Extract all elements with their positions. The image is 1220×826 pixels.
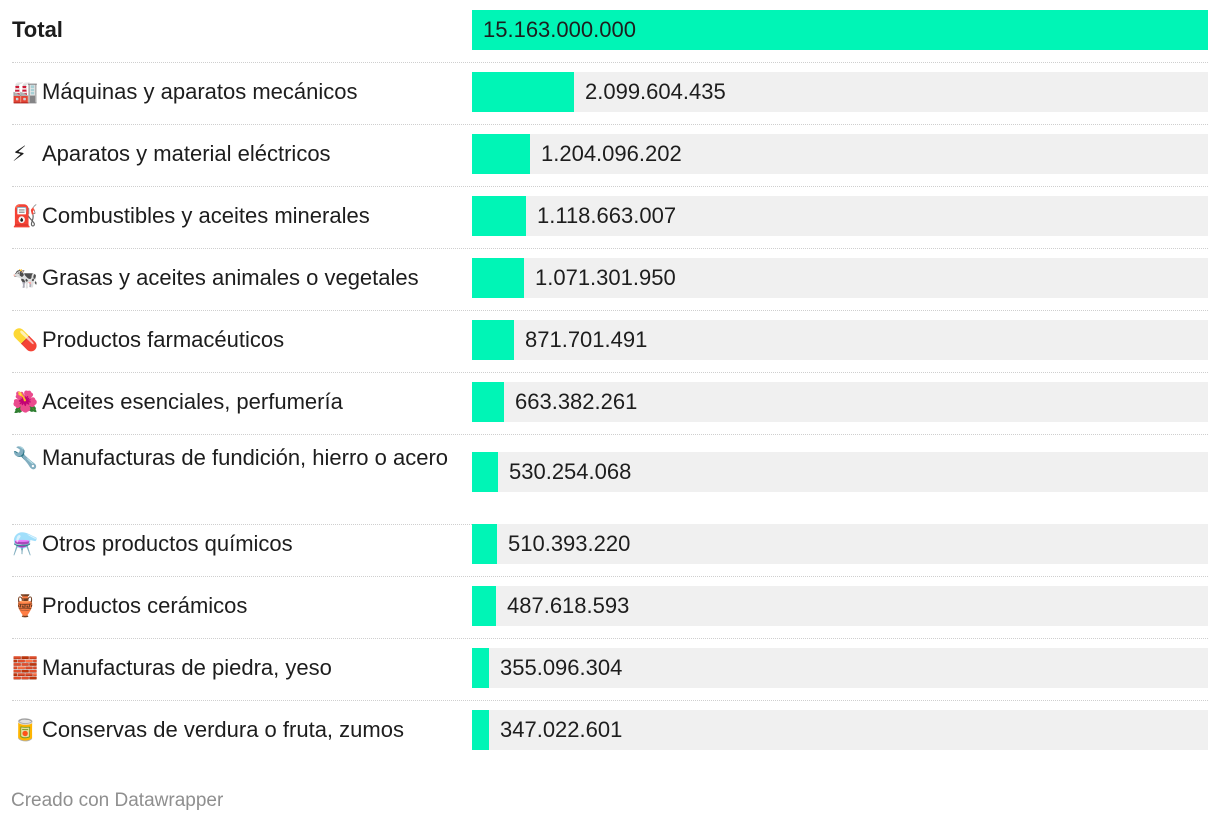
bar-track: 15.163.000.000 bbox=[472, 10, 1208, 50]
category-label: 💊 Productos farmacéuticos bbox=[12, 326, 462, 354]
pill-icon: 💊 bbox=[12, 328, 39, 352]
value-bar bbox=[472, 320, 514, 360]
bar-row: ⚡ Aparatos y material eléctricos 1.204.096… bbox=[12, 134, 1208, 187]
value-bar bbox=[472, 452, 498, 492]
value-bar bbox=[472, 196, 526, 236]
value-label: 355.096.304 bbox=[500, 655, 623, 680]
category-label: 🔧 Manufacturas de fundición, hierro o ace… bbox=[12, 444, 462, 472]
bar-row: 🌺 Aceites esenciales, perfumería 663.382.2… bbox=[12, 382, 1208, 435]
category-label-text: Manufacturas de piedra, yeso bbox=[42, 655, 332, 680]
category-label-text: Productos farmacéuticos bbox=[42, 327, 285, 352]
value-label: 663.382.261 bbox=[515, 389, 638, 414]
value-bar bbox=[472, 258, 524, 298]
category-label: 🌺 Aceites esenciales, perfumería bbox=[12, 388, 462, 416]
category-label: 🐄 Grasas y aceites animales o vegetales bbox=[12, 264, 462, 292]
bar-row: 🔧 Manufacturas de fundición, hierro o ace… bbox=[12, 444, 1208, 525]
category-label-text: Aceites esenciales, perfumería bbox=[42, 389, 343, 414]
category-label-text: Grasas y aceites animales o vegetales bbox=[42, 265, 419, 290]
bar-row: 🏭 Máquinas y aparatos mecánicos 2.099.604.… bbox=[12, 72, 1208, 125]
bar-track: 1.204.096.202 bbox=[472, 134, 1208, 174]
value-label: 510.393.220 bbox=[508, 531, 631, 556]
category-label: ⛽ Combustibles y aceites minerales bbox=[12, 202, 462, 230]
credit-footer: Creado con Datawrapper bbox=[11, 790, 224, 811]
value-label: 15.163.000.000 bbox=[483, 17, 636, 42]
value-bar bbox=[472, 586, 496, 626]
category-label-text: Máquinas y aparatos mecánicos bbox=[42, 79, 358, 104]
value-label: 487.618.593 bbox=[507, 593, 630, 618]
value-label: 530.254.068 bbox=[509, 459, 632, 484]
category-label-text: Aparatos y material eléctricos bbox=[42, 141, 331, 166]
value-label: 1.071.301.950 bbox=[535, 265, 676, 290]
bar-track: 487.618.593 bbox=[472, 586, 1208, 626]
bar-track: 510.393.220 bbox=[472, 524, 1208, 564]
amphora-icon: 🏺 bbox=[12, 594, 39, 618]
can-icon: 🥫 bbox=[12, 718, 39, 742]
factory-icon: 🏭 bbox=[12, 80, 39, 104]
value-bar bbox=[472, 710, 489, 750]
flask-icon: ⚗️ bbox=[12, 532, 39, 556]
bar-track: 1.118.663.007 bbox=[472, 196, 1208, 236]
category-label-text: Combustibles y aceites minerales bbox=[42, 203, 370, 228]
bar-track: 347.022.601 bbox=[472, 710, 1208, 750]
category-label-text: Conservas de verdura o fruta, zumos bbox=[42, 717, 404, 742]
value-label: 1.118.663.007 bbox=[537, 203, 677, 228]
category-label: 🧱 Manufacturas de piedra, yeso bbox=[12, 654, 462, 682]
category-label: ⚗️ Otros productos químicos bbox=[12, 530, 462, 558]
category-label: 🏭 Máquinas y aparatos mecánicos bbox=[12, 78, 462, 106]
bar-row: 🧱 Manufacturas de piedra, yeso 355.096.304 bbox=[12, 648, 1208, 701]
bar-track: 2.099.604.435 bbox=[472, 72, 1208, 112]
value-label: 347.022.601 bbox=[500, 717, 623, 742]
value-label: 2.099.604.435 bbox=[585, 79, 726, 104]
category-label-text: Manufacturas de fundición, hierro o acer… bbox=[42, 445, 449, 470]
bar-row: ⛽ Combustibles y aceites minerales 1.118.6… bbox=[12, 196, 1208, 249]
bar-track: 1.071.301.950 bbox=[472, 258, 1208, 298]
bar-track: 530.254.068 bbox=[472, 452, 1208, 492]
bricks-icon: 🧱 bbox=[12, 656, 39, 680]
bar-track: 355.096.304 bbox=[472, 648, 1208, 688]
total-bar bbox=[472, 10, 1208, 50]
category-label: ⚡ Aparatos y material eléctricos bbox=[12, 140, 462, 168]
bar-track: 871.701.491 bbox=[472, 320, 1208, 360]
value-label: 1.204.096.202 bbox=[541, 141, 682, 166]
category-label: 🥫 Conservas de verdura o fruta, zumos bbox=[12, 716, 462, 744]
category-label-text: Productos cerámicos bbox=[42, 593, 248, 618]
category-label-text: Otros productos químicos bbox=[42, 531, 293, 556]
value-label: 871.701.491 bbox=[525, 327, 648, 352]
cow-icon: 🐄 bbox=[12, 266, 39, 290]
lightning-icon: ⚡ bbox=[12, 142, 27, 166]
bar-row: ⚗️ Otros productos químicos 510.393.220 bbox=[12, 524, 1208, 577]
bar-row: 🐄 Grasas y aceites animales o vegetales 1.… bbox=[12, 258, 1208, 311]
hibiscus-icon: 🌺 bbox=[12, 390, 39, 414]
bar-row: 🥫 Conservas de verdura o fruta, zumos 347.… bbox=[12, 710, 1208, 750]
total-row: Total 15.163.000.000 bbox=[12, 10, 1208, 63]
value-bar bbox=[472, 134, 530, 174]
total-label: Total bbox=[12, 16, 462, 44]
value-bar bbox=[472, 72, 574, 112]
value-bar bbox=[472, 382, 504, 422]
value-bar bbox=[472, 648, 489, 688]
bar-row: 💊 Productos farmacéuticos 871.701.491 bbox=[12, 320, 1208, 373]
category-label: 🏺 Productos cerámicos bbox=[12, 592, 462, 620]
bar-track: 663.382.261 bbox=[472, 382, 1208, 422]
wrench-icon: 🔧 bbox=[12, 446, 39, 470]
category-label-text: Total bbox=[12, 17, 63, 42]
bar-row: 🏺 Productos cerámicos 487.618.593 bbox=[12, 586, 1208, 639]
value-bar bbox=[472, 524, 497, 564]
fuel-pump-icon: ⛽ bbox=[12, 204, 39, 228]
